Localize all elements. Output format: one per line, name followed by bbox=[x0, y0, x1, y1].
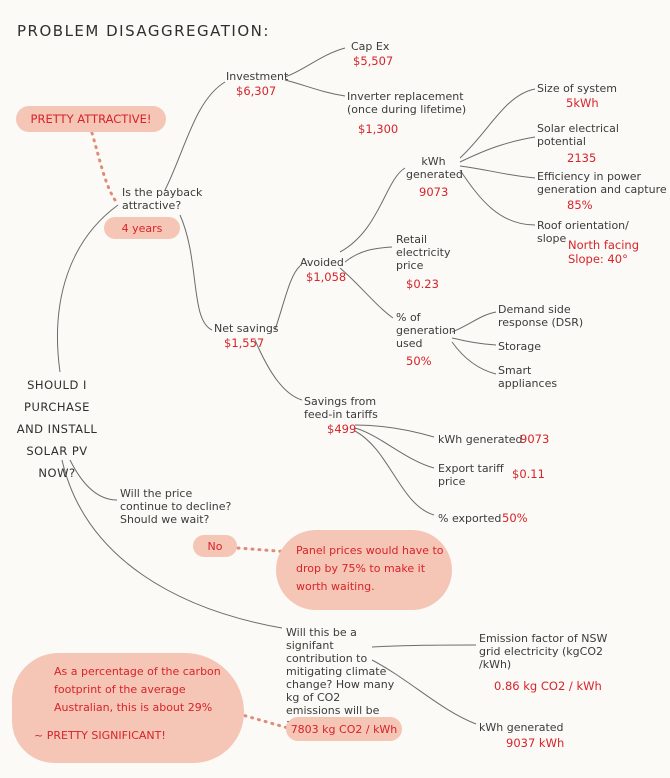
kwh-generated-label: kWh generated bbox=[406, 155, 463, 181]
investment-label: Investment bbox=[226, 70, 289, 83]
avoided-value: $1,058 bbox=[306, 270, 347, 284]
feed-in-label: Savings from feed-in tariffs bbox=[304, 395, 378, 421]
roof-slope-value: Slope: 40° bbox=[568, 252, 628, 266]
smart-appliances-label: Smart appliances bbox=[498, 364, 558, 390]
emission-factor-value: 0.86 kg CO2 / kWh bbox=[494, 679, 602, 693]
retail-price-label: Retail electricity price bbox=[396, 233, 451, 272]
export-tariff-label: Export tariff price bbox=[438, 462, 504, 488]
generation-used-label: % of generation used bbox=[396, 311, 456, 350]
efficiency-value: 85% bbox=[567, 198, 593, 212]
solar-potential-value: 2135 bbox=[567, 151, 597, 165]
net-savings-label: Net savings bbox=[214, 322, 279, 335]
price-question: Will the price continue to decline? Shou… bbox=[120, 487, 232, 526]
climate-verdict: ~ PRETTY SIGNIFICANT! bbox=[34, 729, 166, 742]
payback-years-badge: 4 years bbox=[104, 217, 180, 239]
roof-label: Roof orientation/ slope bbox=[537, 219, 629, 245]
climate-note: As a percentage of the carbon footprint … bbox=[54, 665, 221, 714]
avoided-label: Avoided bbox=[300, 256, 344, 269]
capex-value: $5,507 bbox=[353, 54, 394, 68]
kwh-generated-value: 9073 bbox=[419, 185, 449, 199]
net-savings-value: $1,557 bbox=[224, 336, 265, 350]
page-title: PROBLEM DISAGGREGATION: bbox=[17, 22, 270, 40]
feed-in-kwh-value: 9073 bbox=[520, 432, 550, 446]
dsr-label: Demand side response (DSR) bbox=[498, 303, 584, 329]
export-tariff-value: $0.11 bbox=[512, 467, 545, 481]
system-size-value: 5kWh bbox=[566, 96, 599, 110]
climate-note-bubble: As a percentage of the carbon footprint … bbox=[12, 653, 244, 763]
exported-value: 50% bbox=[502, 511, 528, 525]
storage-label: Storage bbox=[498, 340, 542, 353]
climate-kwh-label: kWh generated bbox=[479, 721, 564, 734]
generation-used-value: 50% bbox=[406, 354, 432, 368]
inverter-label: Inverter replacement (once during lifeti… bbox=[347, 90, 467, 116]
roof-orientation-value: North facing bbox=[568, 238, 640, 252]
feed-in-kwh-label: kWh generated bbox=[438, 433, 523, 446]
root-question: SHOULD I PURCHASE AND INSTALL SOLAR PV N… bbox=[16, 378, 98, 480]
exported-label: % exported bbox=[438, 512, 502, 525]
price-answer-badge: No bbox=[193, 535, 237, 557]
payback-verdict-badge: PRETTY ATTRACTIVE! bbox=[16, 106, 166, 132]
efficiency-label: Efficiency in power generation and captu… bbox=[537, 170, 667, 196]
inverter-value: $1,300 bbox=[358, 122, 399, 136]
capex-label: Cap Ex bbox=[351, 40, 390, 53]
climate-kwh-value: 9037 kWh bbox=[506, 736, 565, 750]
emission-factor-label: Emission factor of NSW grid electricity … bbox=[479, 632, 608, 671]
solar-potential-label: Solar electrical potential bbox=[537, 122, 619, 148]
climate-question: Will this be a signifant contribution to… bbox=[286, 626, 395, 730]
system-size-label: Size of system bbox=[537, 82, 617, 95]
retail-price-value: $0.23 bbox=[406, 277, 439, 291]
feed-in-value: $499 bbox=[327, 422, 357, 436]
payback-question: Is the payback attractive? bbox=[122, 186, 203, 212]
climate-answer-badge: 7803 kg CO2 / kWh bbox=[286, 717, 402, 741]
price-note: Panel prices would have to drop by 75% t… bbox=[276, 530, 452, 610]
investment-value: $6,307 bbox=[236, 84, 277, 98]
